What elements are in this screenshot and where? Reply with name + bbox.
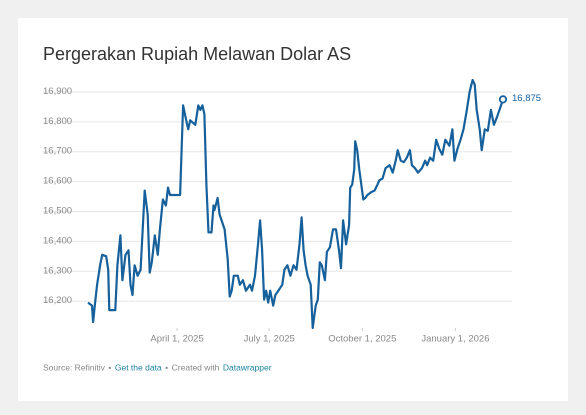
chart-title: Pergerakan Rupiah Melawan Dolar AS	[43, 44, 351, 64]
line	[87, 78, 505, 330]
separator: •	[165, 362, 168, 372]
y-tick-label: 16,800	[43, 116, 72, 127]
created-with: Created with	[172, 362, 220, 372]
y-tick-label: 16,400	[43, 235, 72, 246]
y-tick-label: 16,300	[43, 265, 72, 276]
source: Source: Refinitiv	[43, 362, 106, 372]
y-tick-label: 16,900	[43, 86, 72, 97]
x-tick-label: January 1, 2026	[421, 334, 489, 345]
x-tick-label: July 1, 2025	[244, 334, 295, 345]
x-tick-label: October 1, 2025	[328, 334, 396, 345]
separator: •	[108, 362, 111, 372]
y-tick-label: 16,600	[43, 176, 72, 187]
get-data-link[interactable]: Get the data	[115, 362, 162, 372]
card	[18, 18, 568, 401]
y-tick-label: 16,500	[43, 205, 72, 216]
credit-link[interactable]: Datawrapper	[223, 362, 272, 372]
y-tick-label: 16,700	[43, 146, 72, 157]
y-tick-label: 16,200	[43, 295, 72, 306]
value-label: 16,875	[512, 93, 541, 104]
x-tick-label: April 1, 2025	[150, 334, 203, 345]
end-point	[498, 95, 508, 104]
